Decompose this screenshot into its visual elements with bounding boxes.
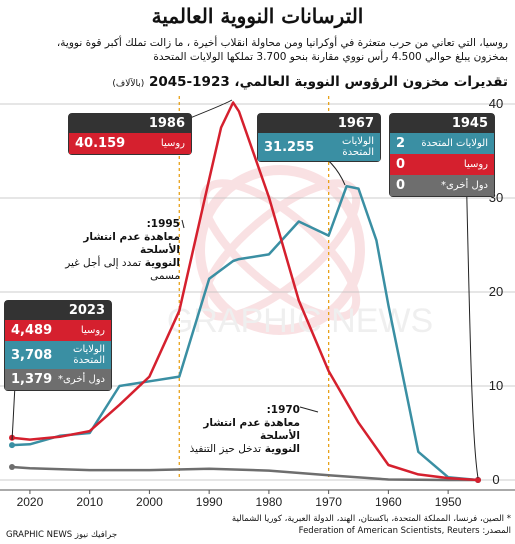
panel-1967: 1967 الولايات المتحدة 31.255 <box>257 113 381 162</box>
panel-2023-row-others: دول أخرى* 1,379 <box>5 369 111 390</box>
row-label: روسيا <box>160 138 185 149</box>
subtitle-line-2: بمخزون يبلغ حوالي 4.500 رأس نووي مقارنة … <box>153 51 508 63</box>
annotation-1995: 1995: معاهدة عدم انتشار الأسلحة النووية … <box>40 218 180 283</box>
panel-1986-year: 1986 <box>69 114 191 133</box>
panel-1945-row-russia: روسيا 0 <box>390 154 494 175</box>
series-end-dot-1 <box>9 442 15 449</box>
row-value: 40.159 <box>75 136 126 151</box>
series-line-2 <box>11 465 478 482</box>
row-value: 1,379 <box>11 372 53 387</box>
brand-logo-text: GRAPHIC NEWS جرافيك نيوز <box>6 530 118 540</box>
row-value: 31.255 <box>264 139 315 155</box>
panel-2023-row-us: الولايات المتحدة 3,708 <box>5 341 111 369</box>
row-value: 2 <box>396 136 406 151</box>
panel-1945-row-others: دول أخرى* 0 <box>390 175 494 196</box>
panel-1986-row-russia: روسيا 40.159 <box>69 133 191 154</box>
series-line-0 <box>11 101 479 482</box>
panel-1967-year: 1967 <box>258 114 380 133</box>
row-label: الولايات المتحدة <box>73 344 105 366</box>
series-end-dot-2 <box>9 464 15 471</box>
panel-2023-row-russia: روسيا 4,489 <box>5 320 111 341</box>
row-value: 0 <box>396 157 406 172</box>
chart-title-text: تقديرات مخزون الرؤوس النووية العالمي، 19… <box>148 74 508 90</box>
annotation-1995-year: 1995: <box>146 218 180 230</box>
x-tick-label-1970: 1970 <box>315 495 342 509</box>
x-tick-label-1950: 1950 <box>435 495 462 509</box>
x-tick-label-1980: 1980 <box>256 495 283 509</box>
x-tick-label-2010: 2010 <box>76 495 103 509</box>
panel-2023: 2023 روسيا 4,489 الولايات المتحدة 3,708 … <box>4 300 112 391</box>
x-tick-label-2020: 2020 <box>17 495 44 509</box>
y-tick-label-10: 10 <box>489 378 503 393</box>
annotation-1995-title: معاهدة عدم انتشار الأسلحة <box>83 231 180 256</box>
annotation-1970-title: معاهدة عدم انتشار الأسلحة <box>203 417 300 442</box>
row-label: دول أخرى* <box>440 180 488 191</box>
annotation-1970-title2: النووية <box>264 443 300 455</box>
panel-1945: 1945 الولايات المتحدة 2 روسيا 0 دول أخرى… <box>389 113 495 197</box>
x-tick-label-1960: 1960 <box>375 495 402 509</box>
row-label: روسيا <box>463 159 488 170</box>
panel-1967-row-us: الولايات المتحدة 31.255 <box>258 133 380 161</box>
row-label: الولايات المتحدة <box>421 138 488 149</box>
annotation-1970: 1970: معاهدة عدم انتشار الأسلحة النووية … <box>160 404 300 456</box>
annotation-1970-body: النووية تدخل حيز التنفيذ <box>160 443 300 456</box>
row-label: الولايات المتحدة <box>342 136 374 158</box>
subtitle-line-1: روسيا، التي تعاني من حرب متعثرة في أوكرا… <box>56 37 508 49</box>
annotation-1970-text: تدخل حيز التنفيذ <box>189 443 262 455</box>
x-axis-ticks: 1950 1960 1970 1980 1990 2000 2010 2020 <box>0 489 515 509</box>
y-tick-label-40: 40 <box>489 96 503 111</box>
series-lines <box>9 101 481 483</box>
annotation-1970-year: 1970: <box>266 404 300 416</box>
panel-1945-row-us: الولايات المتحدة 2 <box>390 133 494 154</box>
panel-2023-year: 2023 <box>5 301 111 320</box>
page-title: الترسانات النووية العالمية <box>151 4 364 28</box>
vertical-markers <box>178 96 330 480</box>
x-tick-label-2000: 2000 <box>136 495 163 509</box>
footnote: * الصين، فرنسا، المملكة المتحدة، باكستان… <box>231 514 511 524</box>
row-label: روسيا <box>80 325 105 336</box>
annotation-1995-body: النووية تمدد إلى أجل غير مسمى <box>40 257 180 283</box>
annotation-1995-title2: النووية <box>144 257 180 269</box>
row-value: 3,708 <box>11 347 53 363</box>
x-tick-label-1990: 1990 <box>196 495 223 509</box>
subtitle: روسيا، التي تعاني من حرب متعثرة في أوكرا… <box>8 36 508 64</box>
panel-1945-year: 1945 <box>390 114 494 133</box>
y-tick-label-20: 20 <box>489 284 503 299</box>
row-label: دول أخرى* <box>57 374 105 385</box>
chart-unit: (بالآلاف) <box>112 79 145 89</box>
row-value: 4,489 <box>11 323 53 338</box>
series-start-dot-0 <box>475 477 481 483</box>
annotation-1995-text: تمدد إلى أجل غير مسمى <box>65 257 180 282</box>
chart-title: تقديرات مخزون الرؤوس النووية العالمي، 19… <box>8 74 508 90</box>
panel-1986: 1986 روسيا 40.159 <box>68 113 192 155</box>
y-tick-label-0: 0 <box>492 472 499 487</box>
source: المصدر: Federation of American Scientist… <box>298 526 511 536</box>
row-value: 0 <box>396 178 406 193</box>
